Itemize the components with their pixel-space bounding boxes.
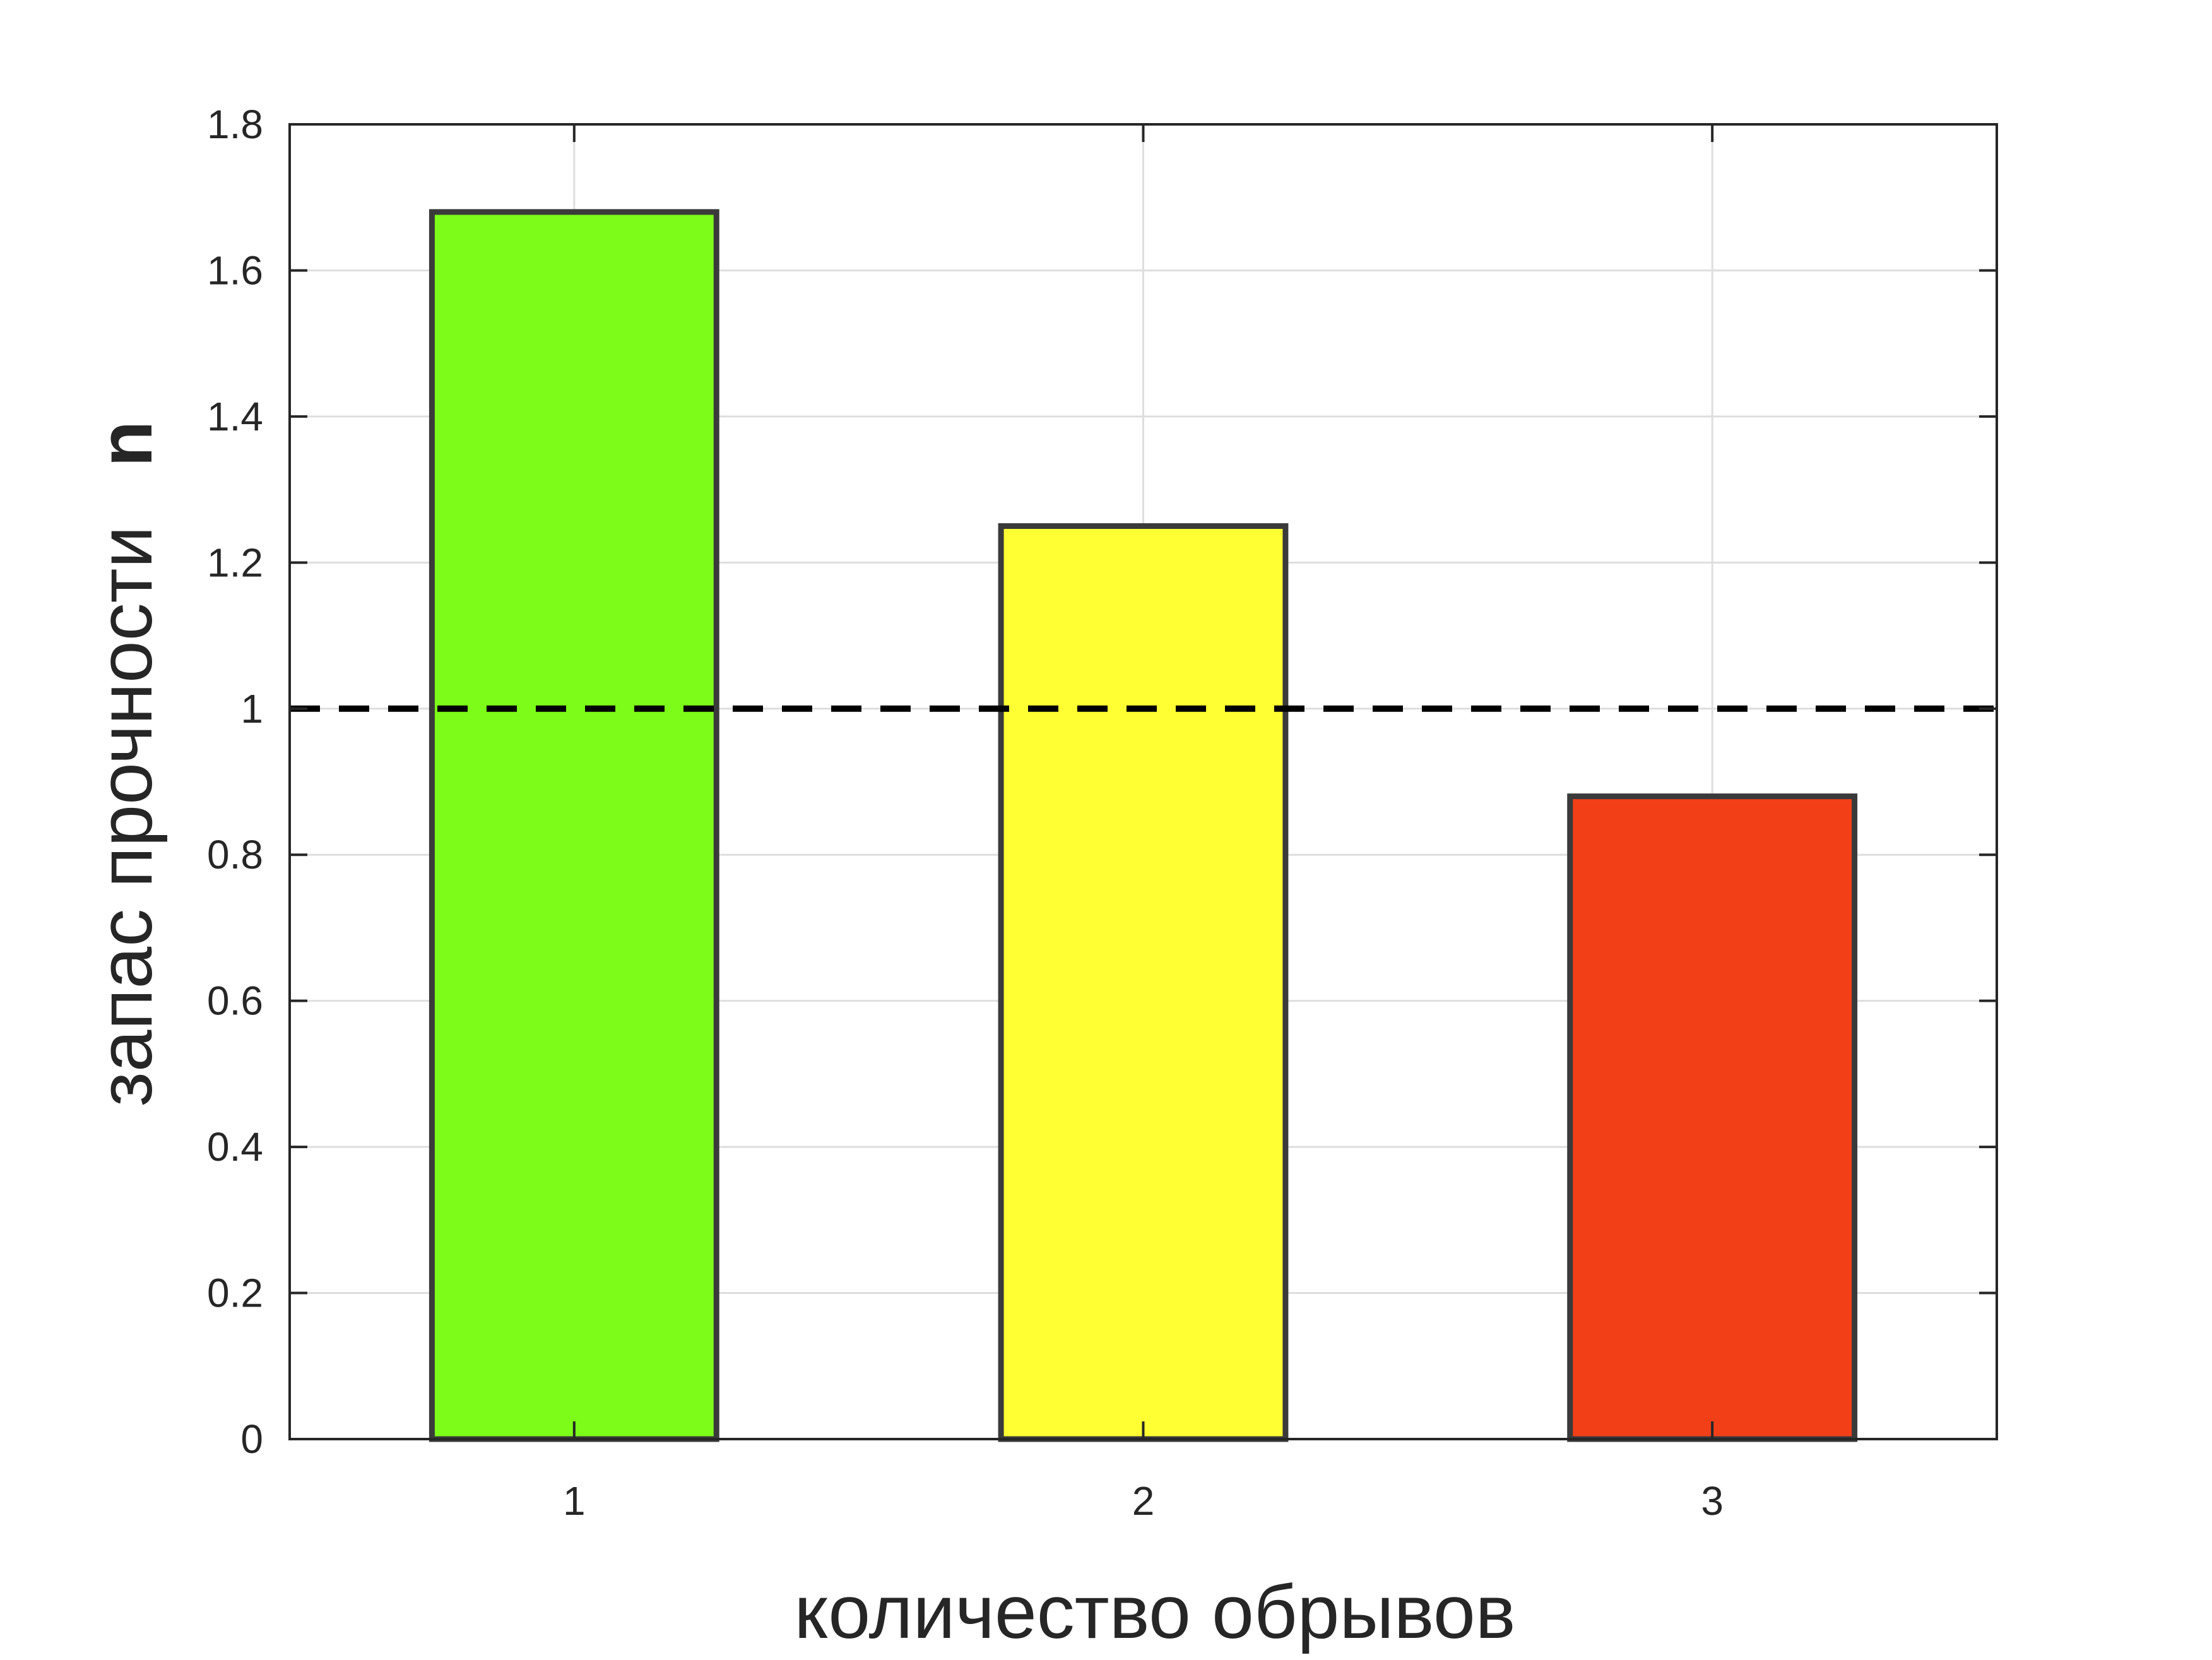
bar-3	[1567, 793, 1858, 1442]
y-tick-label-4: 0.8	[207, 832, 263, 877]
y-axis-title-text: запас прочности	[83, 526, 168, 1106]
x-tick-label-1: 1	[563, 1478, 586, 1524]
y-tick-label-7: 1.4	[207, 394, 263, 439]
y-tick-label-6: 1.2	[207, 540, 263, 585]
y-tick-label-2: 0.4	[207, 1124, 263, 1170]
axes	[288, 123, 1998, 1440]
bars	[429, 209, 1858, 1442]
y-axis-title-symbol: n	[83, 421, 168, 467]
y-tick-label-3: 0.6	[207, 978, 263, 1024]
x-tick-label-2: 2	[1132, 1478, 1155, 1524]
y-axis-title: запас прочности n	[83, 421, 168, 1107]
x-axis-title: количество обрывов	[794, 1570, 1515, 1654]
tick-labels: 0 0.2 0.4 0.6 0.8 1 1.2 1.4 1.6 1.8 1 2 3	[207, 102, 1724, 1524]
y-tick-label-9: 1.8	[207, 102, 263, 147]
bar-2	[998, 523, 1289, 1442]
y-tick-label-0: 0	[240, 1416, 263, 1462]
y-tick-label-1: 0.2	[207, 1271, 263, 1316]
x-tick-label-3: 3	[1701, 1478, 1724, 1524]
y-tick-label-8: 1.6	[207, 247, 263, 293]
y-tick-label-5: 1	[240, 686, 263, 732]
bar-1	[429, 209, 719, 1442]
